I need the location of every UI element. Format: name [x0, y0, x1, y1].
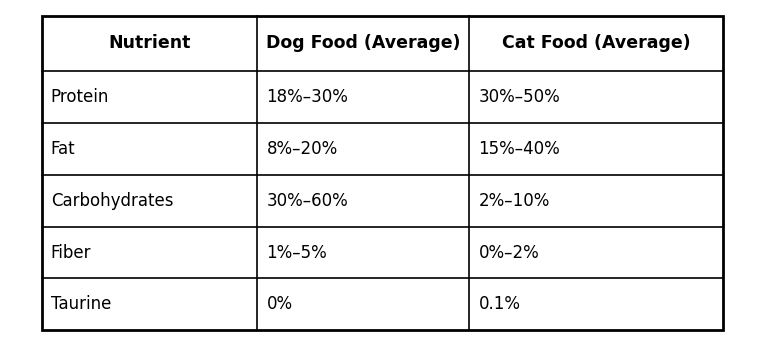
Bar [42, 16, 723, 330]
Text: 30%–60%: 30%–60% [266, 192, 348, 210]
Text: Fiber: Fiber [51, 244, 92, 262]
Text: Protein: Protein [51, 88, 109, 106]
Text: 0%: 0% [266, 295, 293, 313]
Text: Taurine: Taurine [51, 295, 111, 313]
Text: 1%–5%: 1%–5% [266, 244, 327, 262]
Text: Carbohydrates: Carbohydrates [51, 192, 173, 210]
Text: 15%–40%: 15%–40% [478, 139, 560, 157]
Text: 0.1%: 0.1% [478, 295, 520, 313]
Text: 30%–50%: 30%–50% [478, 88, 560, 106]
Text: Fat: Fat [51, 139, 76, 157]
Text: 0%–2%: 0%–2% [478, 244, 539, 262]
Text: 2%–10%: 2%–10% [478, 192, 550, 210]
Text: Dog Food (Average): Dog Food (Average) [266, 34, 460, 52]
Text: Nutrient: Nutrient [108, 34, 191, 52]
Text: Cat Food (Average): Cat Food (Average) [502, 34, 690, 52]
Text: 18%–30%: 18%–30% [266, 88, 348, 106]
Text: 8%–20%: 8%–20% [266, 139, 338, 157]
